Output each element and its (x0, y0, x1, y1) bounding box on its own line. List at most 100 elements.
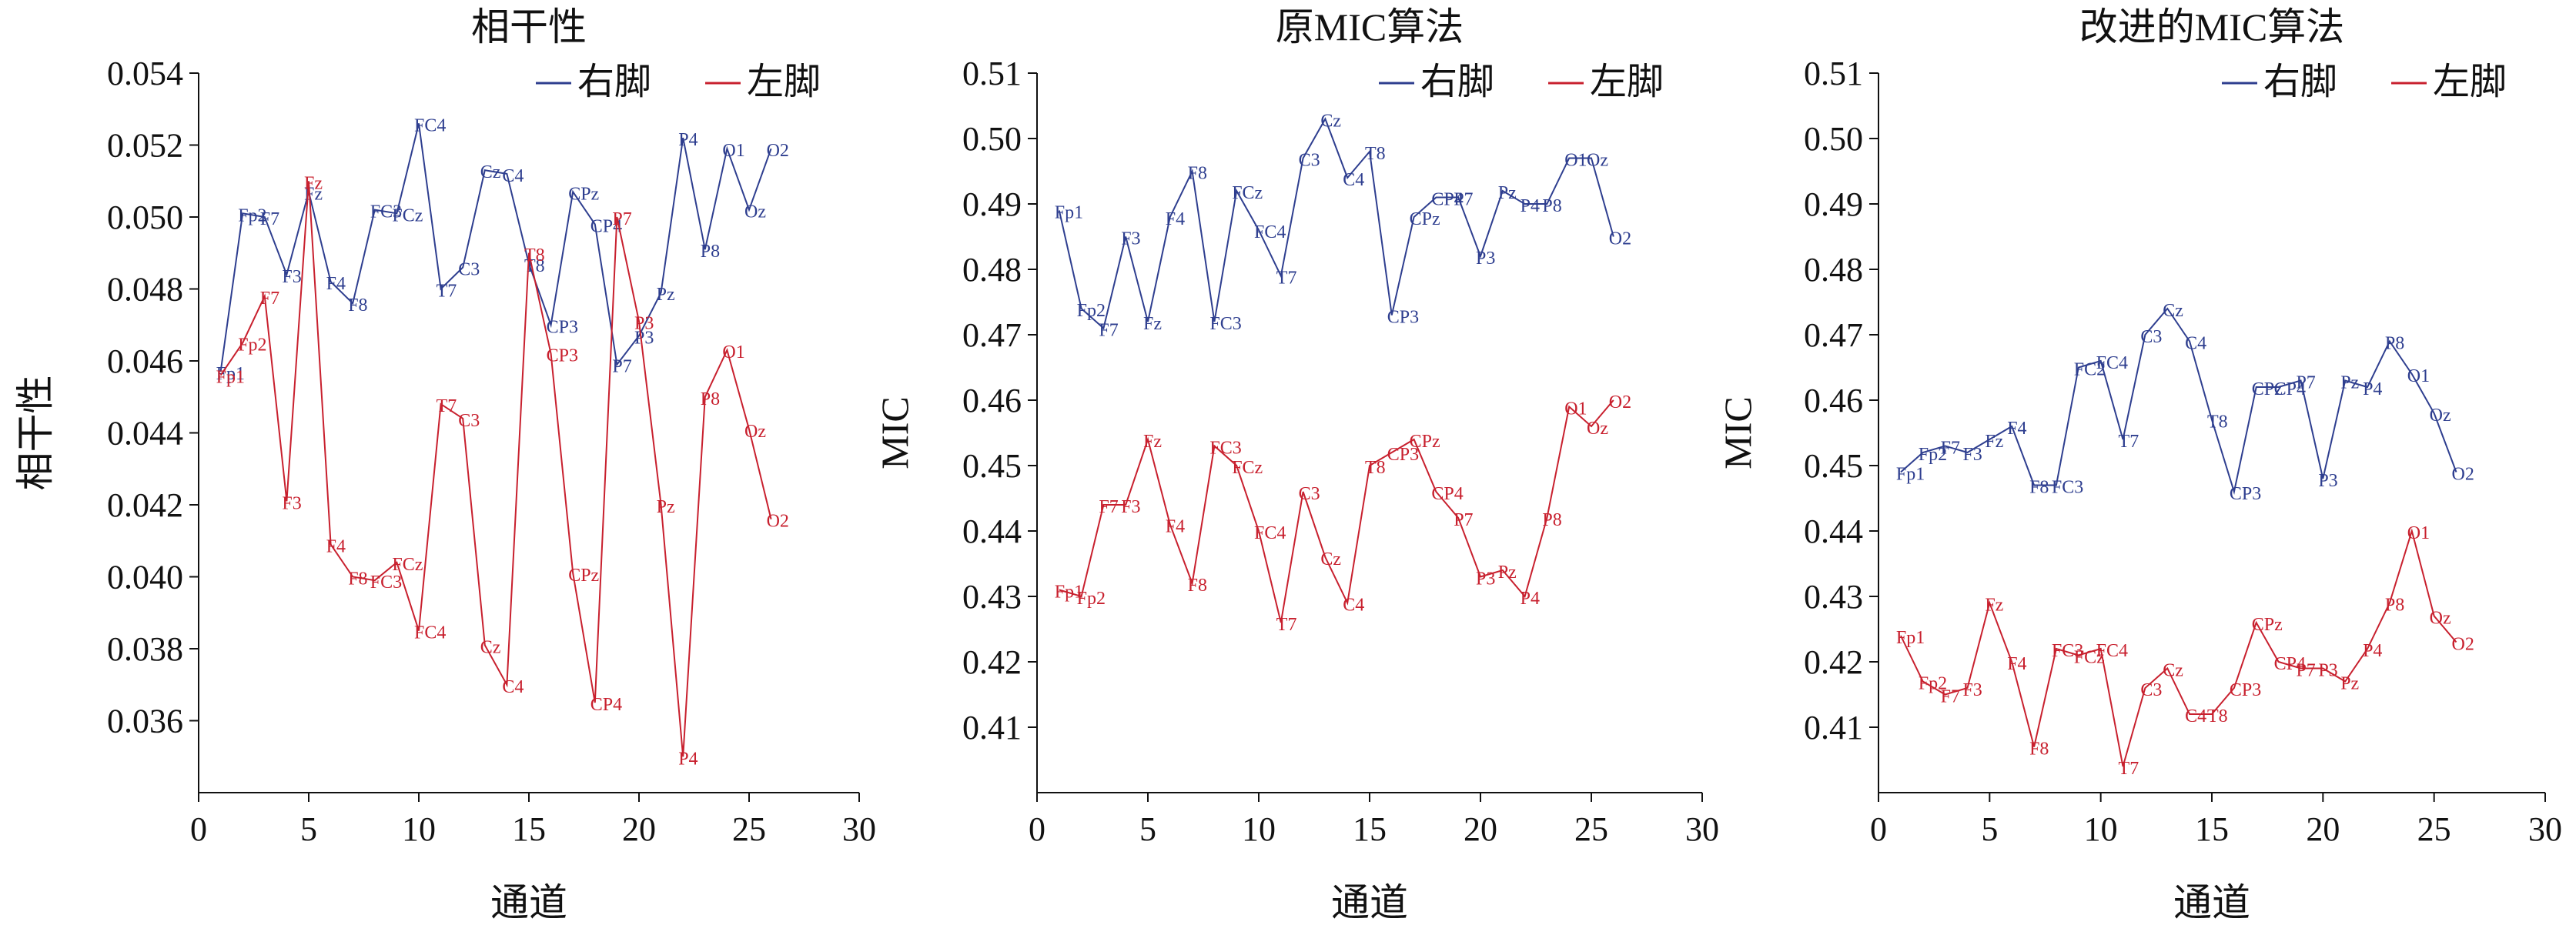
improved-mic-right-foot-point-label: CPz (2252, 379, 2283, 399)
coherence-x-tick-label: 15 (512, 810, 546, 848)
coherence-y-tick-label: 0.042 (107, 486, 183, 524)
coherence-x-tick-label: 0 (190, 810, 207, 848)
original-mic-right-foot-point-label: P8 (1542, 196, 1561, 216)
improved-mic-right-foot-point-label: P7 (2296, 373, 2315, 393)
coherence-left-foot-point-label: F7 (260, 289, 279, 309)
coherence-y-tick-label: 0.054 (107, 55, 183, 92)
coherence-right-foot-point-label: Oz (744, 202, 766, 222)
improved-mic-y-tick-label: 0.41 (1804, 709, 1863, 746)
original-mic-left-foot-point-label: Fz (1143, 432, 1162, 452)
original-mic-legend-left-foot-label: 左脚 (1590, 62, 1664, 102)
original-mic-right-foot-point-label: FCz (1232, 183, 1263, 203)
coherence-left-foot-point-label: F3 (282, 493, 301, 513)
improved-mic-left-foot-point-label: O2 (2452, 635, 2474, 655)
original-mic-right-foot-point-label: F8 (1188, 164, 1207, 184)
improved-mic-left-foot-point-label: O1 (2407, 523, 2430, 543)
original-mic-right-foot-point-label: P3 (1476, 249, 1495, 269)
improved-mic-left-foot-line (1899, 528, 2457, 767)
improved-mic-left-foot-point-label: C4 (2185, 706, 2206, 726)
original-mic-left-foot-point-label: FCz (1232, 458, 1263, 478)
coherence-left-foot-point-label: F4 (326, 536, 346, 556)
improved-mic-x-tick-label: 25 (2417, 810, 2451, 848)
coherence-left-foot-point-label: Pz (657, 497, 675, 517)
coherence-left-foot-point-label: C3 (458, 411, 480, 431)
coherence-left-foot-point-label: T8 (524, 245, 545, 265)
coherence-left-foot-point-label: CP4 (590, 695, 622, 715)
original-mic-left-foot-point-label: P7 (1454, 510, 1473, 530)
original-mic-left-foot-point-label: P3 (1476, 569, 1495, 589)
improved-mic-left-foot-point-label: Pz (2340, 674, 2359, 694)
improved-mic-right-foot-point-label: C3 (2140, 327, 2162, 347)
improved-mic-right-foot-point-label: F3 (1962, 445, 1982, 465)
original-mic-x-tick-label: 10 (1242, 810, 1276, 848)
improved-mic-right-foot-point-label: F8 (2029, 478, 2049, 498)
coherence-left-foot-point-label: O1 (722, 342, 744, 362)
improved-mic-right-foot-point-label: Fp1 (1896, 465, 1925, 485)
original-mic-right-foot-point-label: P7 (1454, 190, 1473, 210)
coherence-right-foot-point-label: F4 (326, 274, 346, 294)
coherence-right-foot-point-label: FC3 (370, 202, 402, 222)
original-mic-left-foot-point-label: Pz (1498, 563, 1517, 583)
coherence-left-foot-line (219, 181, 772, 757)
original-mic-right-foot-line (1058, 117, 1614, 330)
improved-mic-y-axis-label: MIC (1716, 396, 1759, 469)
original-mic-right-foot-point-label: Fp1 (1055, 203, 1083, 223)
improved-mic-left-foot-point-label: Oz (2430, 609, 2451, 629)
original-mic-y-tick-label: 0.47 (962, 316, 1022, 354)
original-mic-right-foot-point-label: T7 (1276, 269, 1297, 289)
original-mic-left-foot-point-label: P4 (1521, 589, 1540, 609)
improved-mic-left-foot-point-label: T8 (2207, 706, 2228, 726)
improved-mic-title: 改进的MIC算法 (2079, 5, 2344, 48)
improved-mic-right-foot-point-label: FC4 (2096, 353, 2128, 373)
improved-mic-x-tick-label: 30 (2528, 810, 2562, 848)
panel-improved-mic: 改进的MIC算法 0.41 0.42 0.43 0.44 0.45 0.46 0.47 0.48… (1716, 5, 2562, 924)
improved-mic-right-foot-line (1900, 307, 2457, 495)
coherence-right-foot-point-label: CPz (568, 184, 599, 204)
coherence-y-tick-label: 0.040 (107, 559, 183, 596)
improved-mic-right-foot-point-label: P4 (2363, 379, 2382, 399)
coherence-right-foot-point-label: F7 (260, 209, 279, 229)
improved-mic-left-foot-point-label: CP3 (2230, 680, 2261, 700)
improved-mic-y-tick-label: 0.49 (1804, 185, 1863, 223)
improved-mic-right-foot-point-label: FC2 (2074, 360, 2106, 380)
improved-mic-legend-right-foot-label: 右脚 (2263, 62, 2337, 102)
coherence-right-foot-point-label: O2 (767, 141, 789, 161)
original-mic-left-foot-point-label: CP4 (1431, 484, 1463, 504)
coherence-left-foot-point-label: Cz (480, 637, 501, 657)
improved-mic-left-foot-point-label: Fz (1985, 596, 2003, 616)
original-mic-x-tick-label: 5 (1139, 810, 1156, 848)
original-mic-y-tick-label: 0.49 (962, 185, 1022, 223)
coherence-y-tick-label: 0.044 (107, 415, 183, 452)
improved-mic-left-foot-point-label: CP4 (2274, 654, 2306, 674)
original-mic-x-tick-label: 15 (1353, 810, 1387, 848)
improved-mic-left-foot-point-label: F3 (1962, 680, 1982, 700)
improved-mic-right-foot-point-label: Pz (2340, 373, 2359, 393)
coherence-y-tick-label: 0.052 (107, 127, 183, 165)
original-mic-right-foot-point-label: F3 (1121, 229, 1140, 249)
coherence-right-foot-point-label: Cz (480, 162, 501, 182)
improved-mic-left-foot-point-label: Fp2 (1919, 674, 1947, 694)
original-mic-left-foot-point-label: FC4 (1254, 523, 1286, 543)
coherence-right-foot-point-label: F8 (348, 296, 367, 316)
improved-mic-y-tick-label: 0.45 (1804, 447, 1863, 485)
panel-coherence: 相干性 0.036 0.038 0.040 0.042 0.044 0.046 0.048 0.… (14, 5, 876, 924)
improved-mic-y-tick-label: 0.47 (1804, 316, 1863, 354)
coherence-left-foot-point-label: FCz (392, 555, 423, 575)
improved-mic-right-foot-point-label: F4 (2007, 419, 2026, 439)
coherence-left-foot-point-label: CP3 (547, 346, 578, 366)
improved-mic-y-tick-label: 0.42 (1804, 643, 1863, 681)
improved-mic-legend-left-foot-label: 左脚 (2433, 62, 2507, 102)
improved-mic-y-tick-label: 0.50 (1804, 120, 1863, 158)
improved-mic-x-tick-label: 5 (1981, 810, 1998, 848)
original-mic-right-foot-point-label: C3 (1299, 151, 1320, 171)
coherence-right-foot-point-label: CP3 (547, 317, 578, 337)
coherence-y-tick-label: 0.048 (107, 271, 183, 309)
original-mic-right-foot-point-label: CP4 (1431, 190, 1463, 210)
coherence-left-foot-point-label: FC3 (370, 573, 402, 593)
original-mic-x-tick-label: 0 (1029, 810, 1045, 848)
coherence-right-foot-point-label: F3 (282, 267, 301, 287)
coherence-y-tick-label: 0.046 (107, 342, 183, 380)
improved-mic-left-foot-point-label: Cz (2163, 661, 2183, 681)
improved-mic-right-foot-point-label: C4 (2185, 334, 2206, 354)
coherence-right-foot-line (219, 123, 772, 372)
